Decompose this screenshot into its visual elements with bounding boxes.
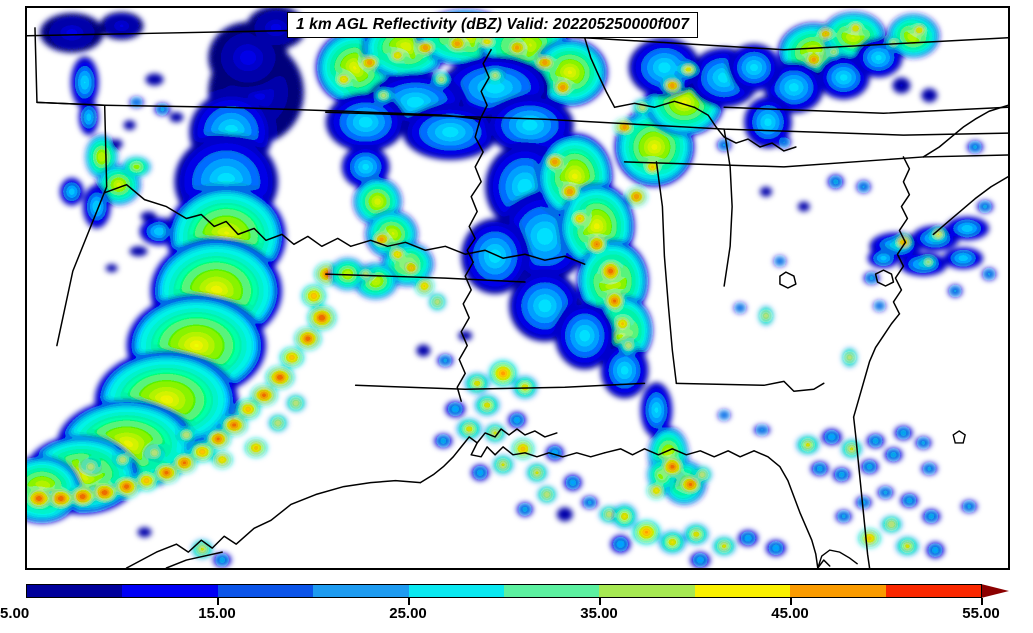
colorbar-tick-label: 15.00 xyxy=(198,605,236,622)
colorbar-segment xyxy=(694,585,791,597)
colorbar-container: 5.00 15.00 25.00 35.00 45.00 55.00 xyxy=(0,578,1033,633)
colorbar-segment xyxy=(122,585,218,597)
reflectivity-field xyxy=(27,8,997,568)
colorbar-tick xyxy=(408,598,410,605)
colorbar-tick-label: 45.00 xyxy=(771,605,809,622)
radar-map-canvas[interactable] xyxy=(27,8,1008,568)
florida-keys xyxy=(817,430,966,568)
colorbar-segment xyxy=(790,585,886,597)
colorbar-tick-label: 25.00 xyxy=(389,605,427,622)
colorbar-tick-label: 35.00 xyxy=(580,605,618,622)
colorbar-tick xyxy=(981,598,983,605)
colorbar-segment xyxy=(885,585,982,597)
colorbar-ticks xyxy=(0,598,1033,606)
plot-title: 1 km AGL Reflectivity (dBZ) Valid: 20220… xyxy=(287,12,699,39)
colorbar-tick xyxy=(217,598,219,605)
colorbar-segment xyxy=(27,585,123,597)
colorbar-tick-label: 55.00 xyxy=(962,605,1000,622)
colorbar-extend-arrow xyxy=(981,584,1009,598)
colorbar-segment xyxy=(504,585,600,597)
map-panel[interactable] xyxy=(25,6,1010,570)
colorbar-tick-labels: 5.00 15.00 25.00 35.00 45.00 55.00 xyxy=(0,605,1033,627)
colorbar-tick xyxy=(599,598,601,605)
colorbar-tick xyxy=(790,598,792,605)
reflectivity-colorbar[interactable] xyxy=(26,584,982,598)
colorbar-segment xyxy=(217,585,314,597)
colorbar-tick-label: 5.00 xyxy=(0,605,30,622)
colorbar-segment xyxy=(599,585,695,597)
colorbar-segment xyxy=(313,585,409,597)
colorbar-segment xyxy=(408,585,505,597)
